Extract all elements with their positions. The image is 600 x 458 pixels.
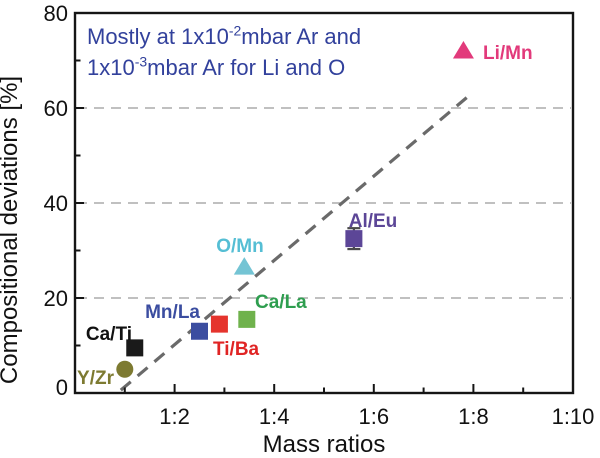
pressure-annotation: Mostly at 1x10-2mbar Ar and 1x10-3mbar A…: [87, 21, 361, 83]
point-al-eu: [345, 230, 363, 248]
x-tick-label-1-8: 1:8: [458, 404, 489, 429]
x-tick-label-1-4: 1:4: [259, 404, 290, 429]
x-tick-label-1-6: 1:6: [359, 404, 390, 429]
annotation-superscript: -3: [134, 53, 148, 70]
x-tick-label-1-2: 1:2: [159, 404, 190, 429]
y-tick-label-80: 80: [44, 1, 68, 26]
x-tick-label-1-10: 1:10: [552, 404, 595, 429]
y-tick-label-0: 0: [56, 375, 68, 400]
y-axis-title: Compositional deviations [%]: [0, 76, 23, 384]
y-tick-label-40: 40: [44, 191, 68, 216]
y-tick-label-20: 20: [44, 286, 68, 311]
point-label-y-zr: Y/Zr: [77, 368, 115, 389]
point-label-ca-ti: Ca/Ti: [86, 324, 132, 345]
point-label-li-mn: Li/Mn: [483, 43, 533, 64]
point-label-ca-la: Ca/La: [255, 292, 307, 313]
point-y-zr: [116, 360, 134, 378]
annotation-text: 1x10: [87, 55, 135, 80]
annotation-line-1: Mostly at 1x10-2mbar Ar and: [87, 21, 361, 52]
annotation-text: Mostly at 1x10: [87, 24, 229, 49]
point-label-o-mn: O/Mn: [216, 236, 264, 257]
annotation-text: mbar Ar for Li and O: [147, 55, 346, 80]
point-mn-la: [191, 322, 208, 340]
point-o-mn: [233, 257, 255, 275]
y-tick-label-60: 60: [44, 96, 68, 121]
point-ca-ti: [126, 339, 144, 357]
point-label-mn-la: Mn/La: [145, 302, 200, 323]
x-axis-title: Mass ratios: [263, 431, 386, 458]
annotation-line-2: 1x10-3mbar Ar for Li and O: [87, 52, 361, 83]
point-li-mn: [452, 41, 474, 59]
point-ca-la: [238, 310, 256, 328]
point-label-al-eu: Al/Eu: [349, 211, 398, 232]
point-ti-ba: [210, 315, 228, 333]
annotation-superscript: -2: [228, 22, 242, 39]
annotation-text: mbar Ar and: [241, 24, 362, 49]
point-label-ti-ba: Ti/Ba: [213, 339, 260, 360]
trend-line: [119, 94, 470, 392]
